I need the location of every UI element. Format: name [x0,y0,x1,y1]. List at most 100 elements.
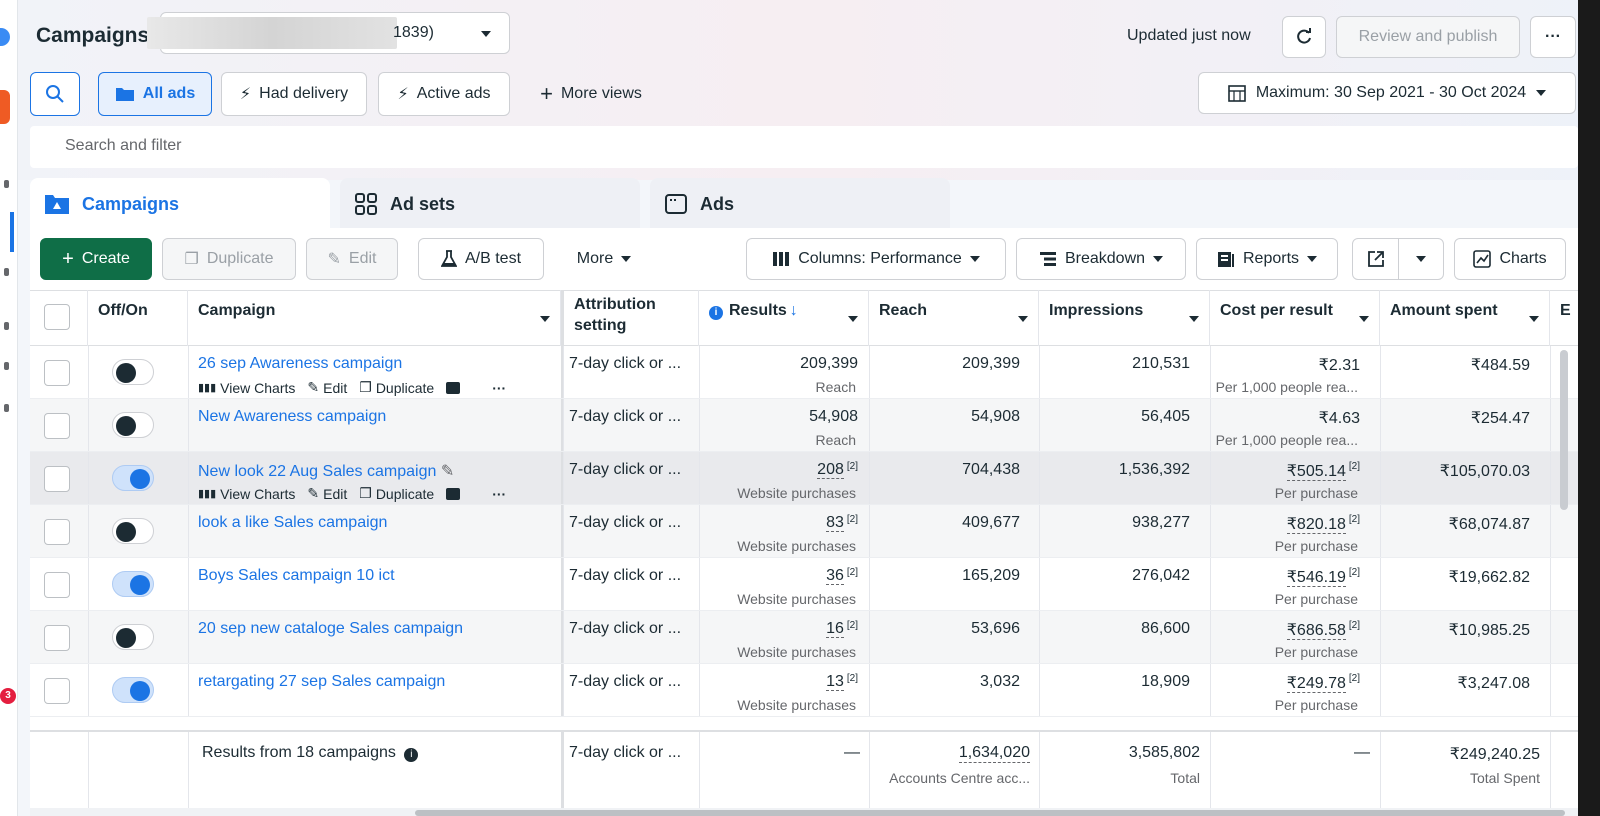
nav-icon[interactable] [4,362,9,370]
duplicate-action[interactable]: ❐ Duplicate [359,485,434,502]
chevron-down-icon[interactable] [848,316,858,322]
header-results[interactable]: i Results ↓ [699,290,869,346]
header-next-column[interactable]: E [1560,302,1571,319]
tab-ad-sets[interactable]: Ad sets [340,178,640,230]
view-charts-action[interactable]: ▮▮▮ View Charts [198,380,295,396]
table-row[interactable]: Boys Sales campaign 10 ict 7-day click or… [30,558,1578,611]
row-checkbox[interactable] [44,572,70,598]
row-checkbox[interactable] [44,678,70,704]
nav-icon[interactable] [4,180,9,188]
header-attribution[interactable]: Attribution setting [561,290,699,346]
header-campaign[interactable]: Campaign [188,290,561,346]
more-actions-button[interactable]: More [556,238,652,280]
campaign-name-link[interactable]: Boys Sales campaign 10 ict [198,567,395,585]
edit-action[interactable]: ✎ Edit [307,485,347,502]
header-reach[interactable]: Reach [869,290,1039,346]
create-button[interactable]: + Create [40,238,152,280]
nav-icon[interactable] [4,268,9,276]
more-views-button[interactable]: + More views [526,72,656,116]
select-all-checkbox[interactable] [44,304,70,330]
date-range-picker[interactable]: Maximum: 30 Sep 2021 - 30 Oct 2024 [1198,72,1576,114]
chevron-down-icon[interactable] [540,316,550,322]
column-divider [188,611,189,663]
campaign-toggle[interactable] [112,571,154,597]
row-more-action[interactable]: ··· [492,486,506,502]
row-checkbox[interactable] [44,360,70,386]
chevron-down-icon[interactable] [1018,316,1028,322]
ab-test-button[interactable]: A/B test [418,238,544,280]
export-dropdown[interactable] [1399,239,1443,279]
notification-badge: 3 [0,688,16,704]
header-off-on[interactable]: Off/On [88,290,188,346]
nav-icon[interactable] [4,404,9,412]
row-more-action[interactable]: ··· [492,380,506,396]
ad-account-selector[interactable]: 1839) [147,12,510,54]
row-checkbox[interactable] [44,519,70,545]
chevron-down-icon[interactable] [1189,316,1199,322]
table-row[interactable]: 20 sep new cataloge Sales campaign 7-day … [30,611,1578,664]
charts-button[interactable]: Charts [1454,238,1566,280]
campaign-name-link[interactable]: New look 22 Aug Sales campaign ✎ [198,461,454,481]
campaigns-nav-icon[interactable] [10,212,14,252]
campaign-toggle[interactable] [112,465,154,491]
edit-button[interactable]: ✎ Edit [306,238,398,280]
preview-action[interactable] [446,487,461,500]
info-icon[interactable]: i [404,748,419,762]
more-options-button[interactable]: ··· [1530,16,1576,58]
tab-ads[interactable]: Ads [650,178,950,230]
campaign-toggle[interactable] [112,412,154,438]
header-cost-per-result[interactable]: Cost per result [1210,290,1380,346]
campaign-toggle[interactable] [112,359,154,385]
campaign-toggle[interactable] [112,624,154,650]
vertical-scrollbar[interactable] [1560,350,1568,510]
export-button-group[interactable] [1352,238,1444,280]
horizontal-scrollbar[interactable] [30,808,1578,816]
preview-action[interactable] [446,381,461,394]
campaign-toggle[interactable] [112,518,154,544]
review-publish-button[interactable]: Review and publish [1336,16,1520,58]
export-button[interactable] [1353,239,1399,279]
reach-value: 209,399 [962,355,1020,372]
scrollbar-thumb[interactable] [415,810,1565,816]
table-row[interactable]: look a like Sales campaign 7-day click or… [30,505,1578,558]
header-amount-spent[interactable]: Amount spent [1380,290,1550,346]
column-divider [188,505,189,557]
refresh-button[interactable] [1282,16,1326,58]
breakdown-selector[interactable]: Breakdown [1016,238,1186,280]
reports-selector[interactable]: Reports [1196,238,1338,280]
ads-manager-icon[interactable] [0,90,10,124]
row-checkbox[interactable] [44,625,70,651]
table-row[interactable]: 26 sep Awareness campaign ▮▮▮ View Charts ✎… [30,346,1578,399]
view-active-ads[interactable]: ⚡︎ Active ads [378,72,510,116]
chevron-down-icon[interactable] [1529,316,1539,322]
campaign-name-link[interactable]: 26 sep Awareness campaign [198,355,402,373]
table-row[interactable]: New look 22 Aug Sales campaign ✎ ▮▮▮ View … [30,452,1578,505]
campaign-name-link[interactable]: retargating 27 sep Sales campaign [198,673,445,691]
campaign-name-link[interactable]: look a like Sales campaign [198,514,387,532]
edit-label: Edit [323,379,348,396]
column-divider [1039,505,1040,557]
search-button[interactable] [30,72,80,116]
account-id: 1839) [393,24,434,41]
row-checkbox[interactable] [44,466,70,492]
table-row[interactable]: New Awareness campaign 7-day click or ...… [30,399,1578,452]
view-all-ads[interactable]: All ads [98,72,212,116]
nav-icon[interactable] [4,322,9,330]
tab-campaigns[interactable]: Campaigns [30,178,330,230]
header-impressions[interactable]: Impressions [1039,290,1210,346]
columns-selector[interactable]: Columns: Performance [746,238,1006,280]
meta-logo-icon[interactable] [0,28,10,46]
table-row[interactable]: retargating 27 sep Sales campaign 7-day c… [30,664,1578,717]
row-checkbox[interactable] [44,413,70,439]
duplicate-button[interactable]: ❐ Duplicate [162,238,296,280]
duplicate-action[interactable]: ❐ Duplicate [359,379,434,396]
search-filter-input[interactable]: Search and filter [30,126,1578,168]
view-had-delivery[interactable]: ⚡︎ Had delivery [221,72,367,116]
campaign-toggle[interactable] [112,677,154,703]
campaign-name-link[interactable]: 20 sep new cataloge Sales campaign [198,620,463,638]
view-charts-action[interactable]: ▮▮▮ View Charts [198,486,295,502]
chevron-down-icon[interactable] [1359,316,1369,322]
edit-action[interactable]: ✎ Edit [307,379,347,396]
pencil-icon[interactable]: ✎ [440,463,455,480]
campaign-name-link[interactable]: New Awareness campaign [198,408,386,426]
